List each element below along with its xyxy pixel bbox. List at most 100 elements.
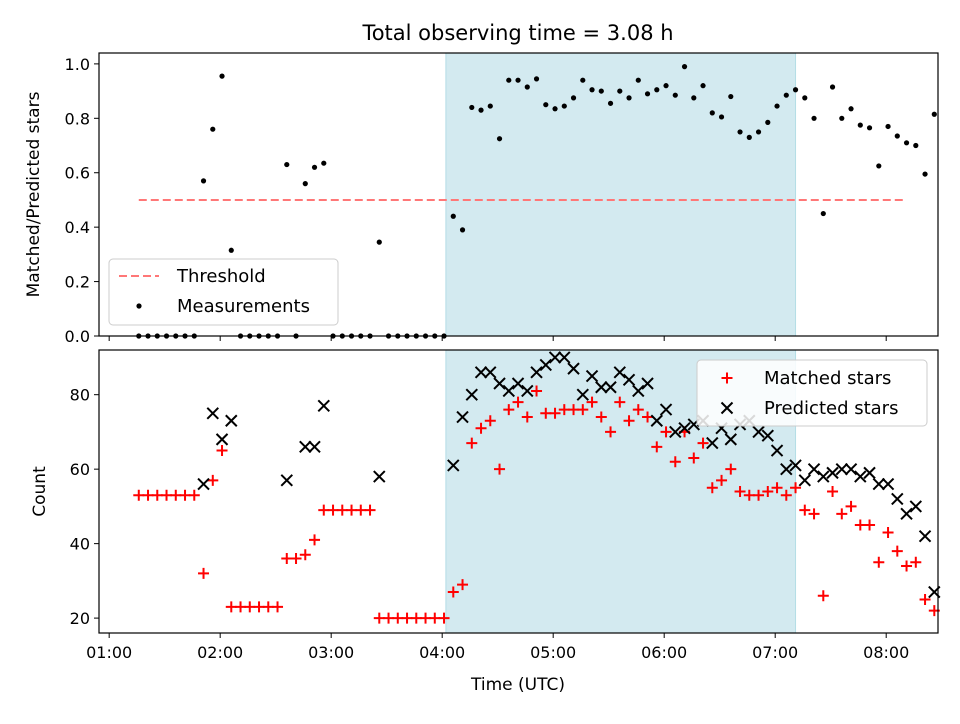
- matched-star-point: [438, 612, 450, 624]
- measurement-point: [626, 95, 632, 101]
- predicted-star-point: [539, 358, 552, 372]
- predicted-star-point: [521, 384, 534, 398]
- legend-matched-label: Matched stars: [764, 368, 891, 389]
- matched-star-point: [161, 489, 173, 501]
- predicted-star-point: [447, 459, 460, 472]
- predicted-star-point: [826, 466, 839, 480]
- matched-star-point: [651, 441, 663, 453]
- matched-star-point: [716, 474, 728, 486]
- predicted-star-point: [835, 462, 849, 476]
- measurement-point: [543, 102, 549, 108]
- measurement-point: [755, 129, 762, 135]
- predicted-star-point: [613, 366, 626, 379]
- matched-star-point: [595, 411, 607, 423]
- predicted-star-point: [891, 492, 904, 506]
- predicted-star-point: [317, 399, 330, 413]
- measurement-point: [802, 95, 808, 101]
- matched-star-point: [817, 590, 829, 602]
- measurement-point: [829, 84, 836, 90]
- predicted-star-point: [724, 433, 738, 446]
- top-y-tick-label: 0.0: [65, 327, 90, 346]
- predicted-star-point: [706, 436, 719, 450]
- matched-star-point: [632, 404, 644, 416]
- measurement-point: [839, 115, 845, 121]
- matched-star-point: [891, 545, 903, 557]
- predicted-star-point: [206, 407, 219, 420]
- top-plot-frame: [98, 52, 939, 337]
- measurement-point: [672, 92, 678, 98]
- predicted-star-point: [817, 470, 830, 483]
- measurement-point: [728, 93, 734, 100]
- matched-star-point: [864, 519, 876, 531]
- predicted-star-point: [576, 388, 589, 401]
- predicted-star-point: [918, 529, 932, 543]
- predicted-star-point: [863, 466, 876, 480]
- matched-star-point: [179, 489, 191, 501]
- matched-star-point: [318, 504, 330, 516]
- matched-star-point: [808, 508, 820, 520]
- measurement-point: [820, 210, 826, 217]
- matched-star-point: [623, 415, 635, 427]
- matched-star-point: [346, 504, 358, 516]
- top-y-axis-label: Matched/Predicted stars: [24, 91, 44, 297]
- measurement-point: [459, 227, 466, 233]
- matched-star-point: [836, 508, 848, 520]
- measurement-point: [811, 115, 817, 121]
- predicted-star-point: [567, 362, 580, 375]
- predicted-star-point: [844, 462, 858, 476]
- predicted-star-point: [909, 500, 923, 513]
- top-highlight-span: [445, 52, 797, 337]
- matched-star-point: [568, 404, 580, 416]
- matched-star-point: [429, 612, 441, 624]
- matched-star-point: [873, 556, 885, 568]
- predicted-star-point: [770, 444, 784, 457]
- matched-star-point: [299, 549, 311, 561]
- bottom-plot-frame: [98, 349, 939, 634]
- predicted-star-point: [854, 470, 867, 483]
- predicted-star-point: [215, 433, 229, 446]
- matched-star-point: [753, 489, 765, 501]
- measurement-point: [718, 114, 725, 120]
- predicted-star-point: [548, 351, 562, 364]
- matched-star-point: [910, 556, 922, 568]
- measurement-point: [219, 73, 225, 79]
- bottom-y-tick-label: 80: [70, 386, 90, 405]
- x-tick-label: 02:00: [197, 643, 243, 662]
- top-y-tick-label: 1.0: [65, 55, 90, 74]
- measurement-point: [515, 77, 521, 83]
- measurement-point: [746, 134, 752, 140]
- predicted-star-point: [780, 462, 793, 476]
- predicted-star-point: [659, 403, 673, 416]
- predicted-star-point: [752, 425, 765, 439]
- matched-star-point: [272, 601, 284, 613]
- matched-star-point: [780, 489, 792, 501]
- x-tick-label: 01:00: [86, 643, 132, 662]
- top-y-tick-label: 0.2: [65, 273, 90, 292]
- measurement-point: [783, 92, 789, 98]
- predicted-star-point: [558, 351, 571, 364]
- predicted-star-point: [669, 425, 682, 439]
- predicted-star-point: [373, 470, 386, 483]
- predicted-star-point: [798, 474, 812, 487]
- matched-star-point: [919, 593, 931, 605]
- x-tick-label: 04:00: [419, 643, 465, 662]
- measurement-point: [496, 136, 503, 142]
- matched-star-point: [503, 404, 515, 416]
- matched-star-point: [281, 553, 293, 565]
- matched-star-point: [262, 601, 274, 613]
- matched-star-point: [253, 601, 265, 613]
- predicted-star-point: [308, 440, 321, 454]
- predicted-star-point: [595, 381, 608, 394]
- measurement-point: [570, 95, 577, 101]
- measurement-point: [635, 77, 641, 83]
- predicted-star-point: [604, 381, 617, 394]
- predicted-star-point: [530, 366, 543, 379]
- matched-star-point: [170, 489, 182, 501]
- measurement-point: [376, 239, 382, 245]
- matched-star-point: [697, 437, 709, 449]
- measurement-point: [580, 77, 586, 83]
- matched-star-point: [475, 422, 487, 434]
- top-legend: Threshold Measurements: [108, 258, 339, 326]
- predicted-star-point: [493, 377, 506, 390]
